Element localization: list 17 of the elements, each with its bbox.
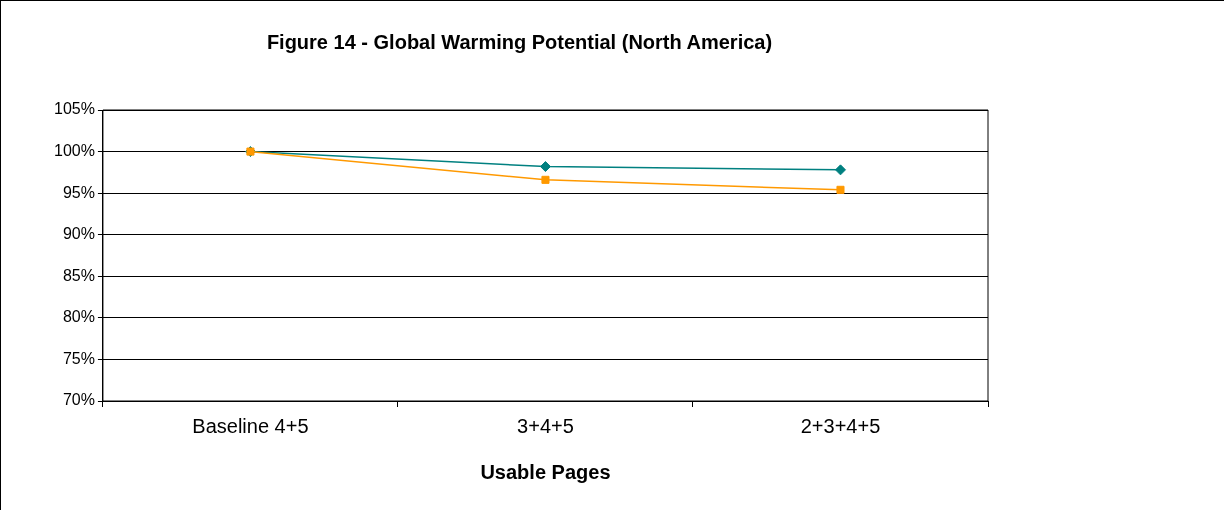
y-tick-label: 75% — [62, 349, 95, 367]
point — [541, 175, 550, 184]
chart-title: Figure 14 - Global Warming Potential (North America) — [266, 30, 773, 53]
y-tick-label: 85% — [62, 266, 95, 284]
x-tick-label: 3+4+5 — [517, 414, 574, 437]
y-tick-label: 80% — [62, 308, 95, 326]
point — [834, 164, 846, 176]
point — [539, 161, 551, 173]
y-tick-label: 90% — [62, 225, 95, 243]
x-tick-label: 2+3+4+5 — [800, 414, 881, 437]
x-tick-label: Baseline 4+5 — [192, 414, 309, 437]
y-tick-label: 70% — [62, 391, 95, 409]
point — [836, 185, 845, 194]
y-tick-label: 100% — [54, 141, 95, 159]
y-tick-label: 95% — [62, 183, 95, 201]
x-axis-title: Usable Pages — [480, 460, 611, 483]
y-tick-label: 105% — [54, 100, 95, 118]
